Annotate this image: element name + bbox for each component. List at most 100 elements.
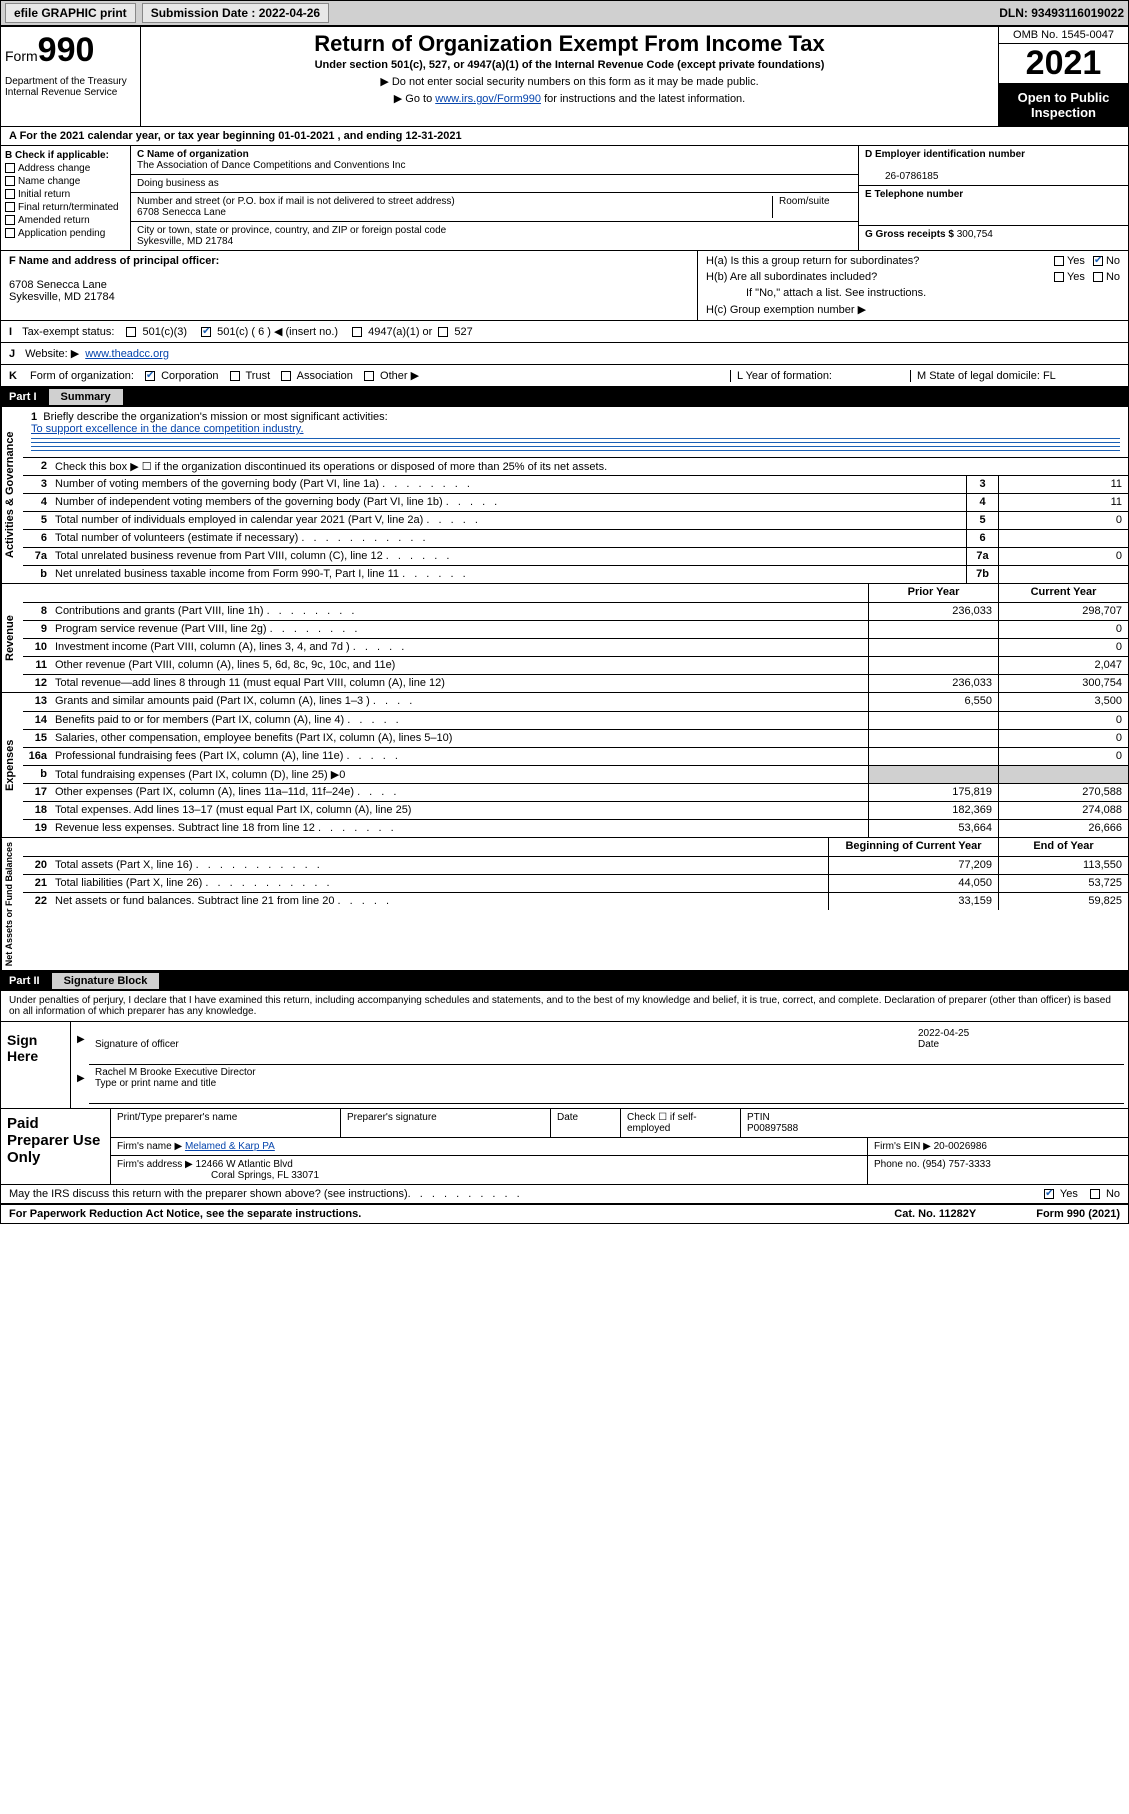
form-note-1: ▶ Do not enter social security numbers o… — [147, 75, 992, 88]
paid-preparer-block: Paid Preparer Use Only Print/Type prepar… — [1, 1109, 1128, 1185]
check-corporation[interactable]: Corporation — [145, 370, 219, 382]
page-footer: For Paperwork Reduction Act Notice, see … — [1, 1205, 1128, 1223]
form-note-2: ▶ Go to www.irs.gov/Form990 for instruct… — [147, 92, 992, 105]
year-formation: L Year of formation: — [730, 370, 910, 382]
form-subtitle: Under section 501(c), 527, or 4947(a)(1)… — [147, 59, 992, 71]
room-suite: Room/suite — [772, 196, 852, 218]
ein-value: 26-0786185 — [865, 171, 938, 182]
state-domicile: M State of legal domicile: FL — [910, 370, 1120, 382]
signature-line[interactable]: 2022-04-25 Signature of officer Date — [89, 1026, 1124, 1065]
check-4947[interactable]: 4947(a)(1) or — [352, 326, 432, 338]
line12-curr: 300,754 — [998, 675, 1128, 692]
discuss-no[interactable]: No — [1090, 1188, 1120, 1200]
vtab-expenses: Expenses — [1, 693, 23, 837]
ha-no[interactable]: No — [1093, 255, 1120, 267]
line10-curr: 0 — [998, 639, 1128, 656]
discuss-yes[interactable]: Yes — [1044, 1188, 1078, 1200]
col-d-through-g: D Employer identification number 26-0786… — [858, 146, 1128, 250]
row-f-through-h: F Name and address of principal officer:… — [1, 251, 1128, 321]
vtab-revenue: Revenue — [1, 584, 23, 692]
check-final-return[interactable]: Final return/terminated — [5, 202, 126, 213]
public-inspection-badge: Open to Public Inspection — [999, 84, 1128, 126]
check-address-change[interactable]: Address change — [5, 163, 126, 174]
line21-beg: 44,050 — [828, 875, 998, 892]
omb-number: OMB No. 1545-0047 — [999, 27, 1128, 44]
line20-end: 113,550 — [998, 857, 1128, 874]
form-990-container: Form990 Department of the Treasury Inter… — [0, 26, 1129, 1224]
officer-name-line[interactable]: Rachel M Brooke Executive Director Type … — [89, 1065, 1124, 1104]
hb-no[interactable]: No — [1093, 271, 1120, 283]
self-employed-check[interactable]: Check ☐ if self-employed — [621, 1109, 741, 1137]
firm-addr2: Coral Springs, FL 33071 — [117, 1170, 319, 1181]
section-net-assets: Net Assets or Fund Balances Beginning of… — [1, 838, 1128, 971]
org-street: 6708 Senecca Lane — [137, 207, 226, 218]
ha-yes[interactable]: Yes — [1054, 255, 1085, 267]
efile-print-button[interactable]: efile GRAPHIC print — [5, 3, 136, 23]
line11-prior — [868, 657, 998, 674]
line16a-curr: 0 — [998, 748, 1128, 765]
line12-prior: 236,033 — [868, 675, 998, 692]
check-trust[interactable]: Trust — [230, 370, 271, 382]
vtab-net-assets: Net Assets or Fund Balances — [1, 838, 23, 970]
line9-curr: 0 — [998, 621, 1128, 638]
check-application-pending[interactable]: Application pending — [5, 228, 126, 239]
line10-prior — [868, 639, 998, 656]
submission-date-button[interactable]: Submission Date : 2022-04-26 — [142, 3, 329, 23]
line15-prior — [868, 730, 998, 747]
check-amended-return[interactable]: Amended return — [5, 215, 126, 226]
check-501c[interactable]: 501(c) ( 6 ) ◀ (insert no.) — [201, 325, 338, 338]
line5-val: 0 — [998, 512, 1128, 529]
line22-beg: 33,159 — [828, 893, 998, 910]
sign-here-block: Sign Here 2022-04-25 Signature of office… — [1, 1022, 1128, 1109]
officer-addr2: Sykesville, MD 21784 — [9, 291, 115, 303]
top-toolbar: efile GRAPHIC print Submission Date : 20… — [0, 0, 1129, 26]
cat-number: Cat. No. 11282Y — [894, 1208, 976, 1220]
preparer-name-hdr: Print/Type preparer's name — [111, 1109, 341, 1137]
preparer-date-hdr: Date — [551, 1109, 621, 1137]
line7b-val — [998, 566, 1128, 583]
org-city: Sykesville, MD 21784 — [137, 236, 233, 247]
preparer-sig-hdr: Preparer's signature — [341, 1109, 551, 1137]
form-ref: Form 990 (2021) — [1036, 1208, 1120, 1220]
line8-prior: 236,033 — [868, 603, 998, 620]
sign-date: 2022-04-25 — [918, 1028, 1118, 1039]
check-other[interactable]: Other ▶ — [364, 370, 419, 382]
check-527[interactable]: 527 — [438, 326, 472, 338]
officer-name: Rachel M Brooke Executive Director — [95, 1067, 1118, 1078]
line21-end: 53,725 — [998, 875, 1128, 892]
ptin-value: P00897588 — [747, 1123, 798, 1134]
section-expenses: Expenses 13Grants and similar amounts pa… — [1, 693, 1128, 838]
line16b-curr — [998, 766, 1128, 783]
col-c-org-info: C Name of organization The Association o… — [131, 146, 858, 250]
line16b-prior — [868, 766, 998, 783]
row-k-form-org: K Form of organization: Corporation Trus… — [1, 365, 1128, 387]
line8-curr: 298,707 — [998, 603, 1128, 620]
section-activities-governance: Activities & Governance 1 Briefly descri… — [1, 407, 1128, 584]
website-link[interactable]: www.theadcc.org — [85, 348, 169, 360]
col-b-checkboxes: B Check if applicable: Address change Na… — [1, 146, 131, 250]
firm-name-link[interactable]: Melamed & Karp PA — [185, 1141, 275, 1152]
line4-val: 11 — [998, 494, 1128, 511]
check-501c3[interactable]: 501(c)(3) — [126, 326, 187, 338]
vtab-activities: Activities & Governance — [1, 407, 23, 583]
penalty-declaration: Under penalties of perjury, I declare th… — [1, 991, 1128, 1022]
firm-addr1: 12466 W Atlantic Blvd — [196, 1159, 293, 1170]
line20-beg: 77,209 — [828, 857, 998, 874]
line17-curr: 270,588 — [998, 784, 1128, 801]
firm-ein: 20-0026986 — [934, 1141, 987, 1152]
check-name-change[interactable]: Name change — [5, 176, 126, 187]
mission-text[interactable]: To support excellence in the dance compe… — [31, 423, 304, 435]
line6-val — [998, 530, 1128, 547]
officer-addr1: 6708 Senecca Lane — [9, 279, 107, 291]
check-association[interactable]: Association — [281, 370, 353, 382]
hb-yes[interactable]: Yes — [1054, 271, 1085, 283]
line9-prior — [868, 621, 998, 638]
irs-link[interactable]: www.irs.gov/Form990 — [435, 93, 541, 105]
form-number: Form990 — [5, 31, 136, 70]
gross-receipts: 300,754 — [957, 229, 993, 240]
line13-curr: 3,500 — [998, 693, 1128, 711]
line13-prior: 6,550 — [868, 693, 998, 711]
line14-curr: 0 — [998, 712, 1128, 729]
check-initial-return[interactable]: Initial return — [5, 189, 126, 200]
form-title: Return of Organization Exempt From Incom… — [147, 31, 992, 57]
